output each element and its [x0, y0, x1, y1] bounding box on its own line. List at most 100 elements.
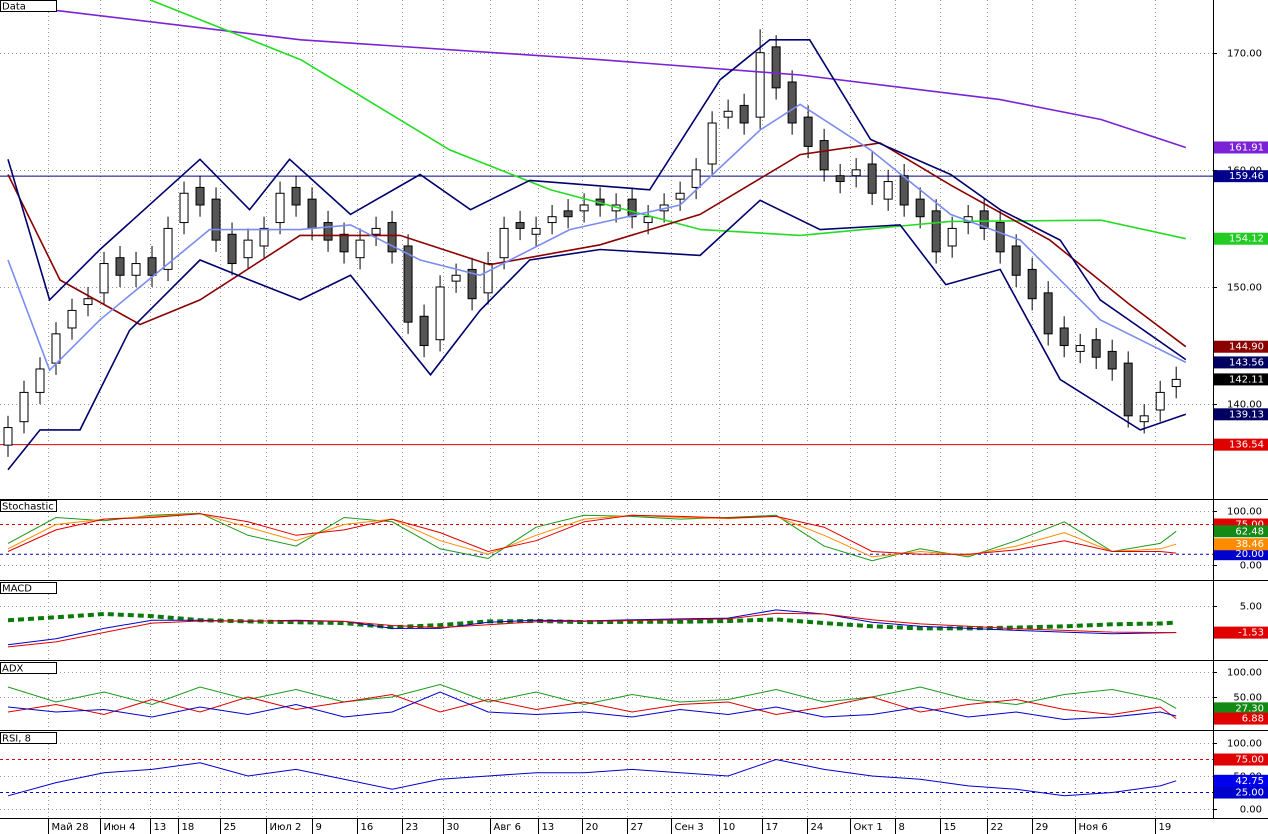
x-tick-label: 29: [1036, 822, 1049, 833]
x-tick-label: 17: [766, 822, 779, 833]
series-line: [7, 512, 1177, 562]
x-tick-label: 27: [631, 822, 644, 833]
candle-body: [499, 227, 509, 259]
candle-body: [707, 122, 717, 165]
y-tick-label: 100.00: [1227, 507, 1262, 518]
candle-body: [195, 186, 205, 206]
candle-body: [835, 175, 845, 183]
x-tick-label: Май 28: [52, 822, 89, 833]
candle-body: [947, 227, 957, 247]
x-tick-label: 9: [316, 822, 322, 833]
candle-body: [483, 263, 493, 294]
y-tick-label: 140.00: [1227, 400, 1262, 411]
series-line: [7, 609, 1177, 646]
series-line: [7, 691, 1177, 721]
x-tick-label: 22: [991, 822, 1004, 833]
series-line: [7, 612, 1177, 648]
level-label: 25.00: [1235, 788, 1264, 799]
candle-body: [979, 210, 989, 229]
candle-body: [1027, 268, 1037, 300]
candle-body: [355, 239, 365, 259]
y-tick-label: 170.00: [1227, 49, 1262, 60]
value-marker-label: 144.90: [1229, 342, 1264, 353]
candle-body: [307, 198, 317, 229]
candle-body: [435, 286, 445, 341]
candle-body: [883, 181, 893, 200]
value-marker-label: 6.88: [1242, 714, 1264, 725]
candle-body: [899, 175, 909, 206]
candle-body: [67, 309, 77, 329]
value-marker-box: [1214, 626, 1268, 639]
candle-body: [771, 46, 781, 89]
x-tick-label: 19: [1159, 822, 1172, 833]
panel-title: RSI, 8: [2, 734, 31, 745]
candle-body: [467, 268, 477, 300]
candle-body: [163, 227, 173, 270]
level-label: 75.00: [1235, 755, 1264, 766]
series-line: [7, 142, 1187, 348]
value-marker-label: 142.11: [1229, 374, 1264, 385]
value-marker-label: 143.56: [1229, 357, 1264, 368]
candle-body: [1011, 245, 1021, 276]
x-tick-label: 30: [447, 822, 460, 833]
candle-body: [691, 169, 701, 188]
level-label: 136.54: [1229, 440, 1264, 451]
candle-body: [19, 391, 29, 423]
y-tick-label: 100.00: [1227, 739, 1262, 750]
x-tick-label: 24: [811, 822, 824, 833]
y-tick-label: 100.00: [1227, 668, 1262, 679]
value-marker-box: [1214, 141, 1268, 154]
x-tick-label: 25: [224, 822, 237, 833]
panel-title: MACD: [2, 584, 32, 595]
candle-body: [1171, 378, 1181, 388]
candle-body: [1091, 339, 1101, 358]
y-tick-label: 0.00: [1240, 805, 1262, 816]
x-tick-label: Ноя 6: [1079, 822, 1108, 833]
value-marker-label: 42.75: [1235, 776, 1264, 787]
candle-body: [371, 227, 381, 235]
value-marker-box: [1214, 525, 1268, 538]
candle-body: [275, 192, 285, 224]
level-label: 20.00: [1235, 549, 1264, 560]
candle-body: [83, 298, 93, 306]
candle-body: [419, 315, 429, 347]
candle-body: [867, 163, 877, 194]
series-line: [7, 103, 1187, 372]
value-marker-label: 27.30: [1235, 703, 1264, 714]
candle-body: [995, 222, 1005, 253]
candle-body: [211, 198, 221, 241]
candle-body: [531, 227, 541, 235]
x-tick-label: Окт 1: [854, 822, 883, 833]
candle-body: [387, 222, 397, 253]
series-line: [7, 199, 1187, 471]
value-marker-label: 62.48: [1235, 526, 1264, 537]
candle-body: [131, 263, 141, 276]
candle-body: [819, 140, 829, 171]
candle-body: [563, 210, 573, 218]
y-tick-label: 150.00: [1227, 283, 1262, 294]
candle-body: [627, 198, 637, 218]
value-marker-box: [1214, 373, 1268, 386]
value-marker-box: [1214, 702, 1268, 715]
candle-body: [51, 333, 61, 364]
candle-body: [227, 233, 237, 265]
candle-body: [403, 245, 413, 323]
candle-body: [243, 239, 253, 259]
candle-body: [1075, 345, 1085, 352]
x-tick-label: Июн 4: [104, 822, 136, 833]
y-tick-label: 50.00: [1233, 693, 1262, 704]
value-marker-box: [1214, 774, 1268, 787]
candle-body: [515, 222, 525, 229]
candle-body: [755, 52, 765, 118]
series-line: [7, 513, 1177, 558]
panel-title-box: [0, 0, 57, 12]
level-label: 159.46: [1229, 171, 1264, 182]
value-marker-label: 154.12: [1229, 234, 1264, 245]
candle-body: [579, 204, 589, 212]
candle-body: [339, 233, 349, 253]
value-marker-box: [1214, 538, 1268, 551]
candle-body: [1123, 362, 1133, 417]
candle-body: [1043, 292, 1053, 335]
candle-body: [723, 110, 733, 118]
